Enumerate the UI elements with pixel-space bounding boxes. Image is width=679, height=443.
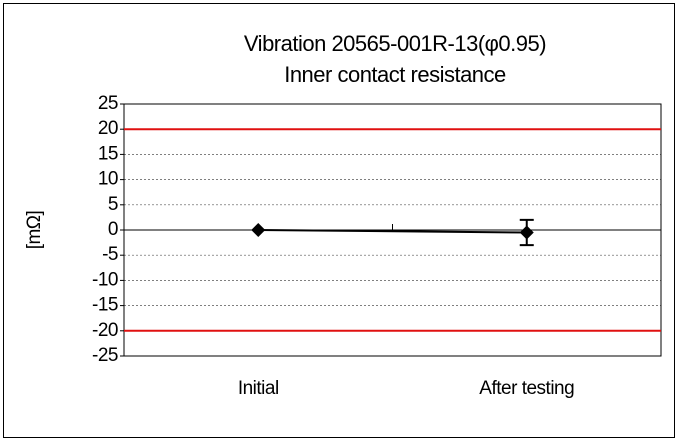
- data-point: [251, 223, 266, 237]
- y-tick-label: -20: [92, 320, 118, 341]
- chart-border: [3, 3, 675, 438]
- y-tick-label: -25: [92, 345, 118, 366]
- x-tick-label: Initial: [238, 378, 279, 399]
- y-tick-label: 20: [98, 118, 118, 139]
- y-tick-label: 5: [108, 194, 118, 215]
- y-tick-label: -10: [92, 269, 118, 290]
- y-axis-label: [mΩ]: [24, 211, 45, 250]
- y-tick-label: 25: [98, 93, 118, 114]
- x-tick-label: After testing: [479, 378, 574, 399]
- data-point: [519, 225, 534, 240]
- y-tick-label: 0: [108, 219, 118, 240]
- y-tick-label: -15: [92, 295, 118, 316]
- y-tick-label: -5: [102, 244, 118, 265]
- series-line: [258, 229, 527, 234]
- chart-title: Vibration 20565-001R-13(φ0.95): [244, 31, 546, 56]
- y-tick-label: 10: [98, 169, 118, 190]
- chart-subtitle: Inner contact resistance: [284, 62, 506, 87]
- y-tick-label: 15: [98, 143, 118, 164]
